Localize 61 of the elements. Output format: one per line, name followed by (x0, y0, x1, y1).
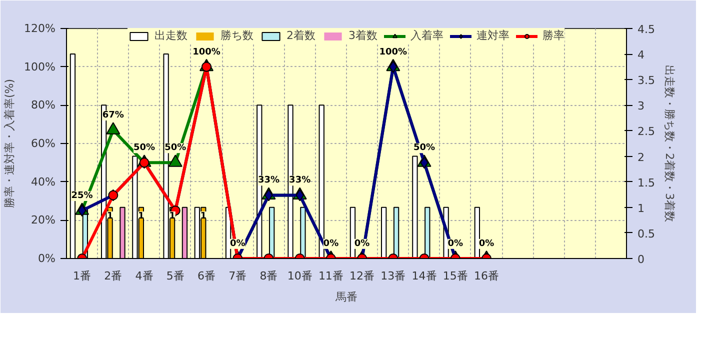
data-label: 50% (134, 143, 156, 154)
y2-tick-label: 3 (638, 100, 644, 113)
point (106, 122, 120, 134)
y-axis-title: 勝率・連対率・入着率(%) (3, 78, 16, 208)
legend-label: 連対率 (476, 28, 510, 43)
data-label: 50% (414, 143, 436, 154)
x-tick-label: 1番 (73, 270, 92, 282)
legend-label: 勝率 (542, 28, 564, 43)
x-tick-label: 12番 (350, 270, 375, 282)
y-tick-label: 60% (31, 137, 56, 150)
y2-axis-title: 出走数・勝ち数・2着数・3着数 (662, 65, 676, 222)
x-tick-label: 13番 (380, 270, 406, 282)
legend-label: 勝ち数 (220, 28, 254, 43)
data-label: 0% (478, 238, 494, 249)
data-label: 1 (106, 211, 114, 222)
legend-label: 入着率 (410, 28, 444, 43)
y-tick-label: 100% (24, 60, 56, 74)
y2-tick-label: 0.5 (638, 227, 655, 240)
y-tick-label: 40% (31, 175, 56, 188)
y-tick-label: 80% (31, 98, 56, 112)
y2-tick-label: 4.5 (638, 23, 655, 36)
data-label: 33% (258, 176, 280, 186)
data-label: 50% (164, 143, 186, 154)
x-tick-label: 16番 (474, 270, 499, 282)
x-tick-label: 15番 (442, 270, 468, 282)
y-tick-label: 0% (38, 252, 56, 265)
y-tick-label: 20% (31, 214, 56, 227)
data-label: 1 (169, 211, 176, 222)
x-tick-label: 10番 (287, 270, 312, 282)
y2-tick-label: 2 (638, 150, 644, 164)
data-label: 67% (102, 110, 124, 120)
y-tick-label: 120% (24, 22, 56, 35)
x-tick-label: 8番 (260, 270, 278, 282)
x-tick-label: 2番 (104, 270, 122, 282)
legend-label: 3着数 (348, 28, 378, 43)
x-tick-label: 6番 (198, 270, 216, 282)
point (168, 154, 182, 167)
y2-tick-label: 1.5 (638, 176, 655, 190)
x-tick-label: 4番 (135, 270, 154, 282)
data-label: 0% (323, 238, 339, 249)
data-label: 25% (71, 191, 93, 201)
data-label: 0% (230, 238, 246, 249)
x-axis-title: 馬番 (334, 290, 358, 304)
data-label: 100% (192, 47, 220, 58)
legend-label: 出走数 (154, 28, 188, 43)
data-label: 1 (200, 211, 207, 222)
y2-tick-label: 0 (638, 253, 644, 266)
data-label: 0% (448, 238, 464, 249)
data-label: 100% (379, 47, 408, 58)
x-tick-label: 11番 (318, 270, 344, 282)
x-tick-label: 14番 (412, 270, 437, 282)
data-label: 33% (289, 176, 311, 186)
y2-tick-label: 3.5 (638, 74, 655, 88)
y2-tick-label: 4 (638, 48, 644, 62)
x-tick-label: 7番 (228, 270, 247, 282)
x-tick-label: 5番 (166, 270, 184, 282)
legend-label: 2着数 (286, 28, 316, 43)
data-label: 1 (138, 211, 144, 222)
y2-tick-label: 2.5 (638, 125, 655, 138)
y2-tick-label: 1 (638, 202, 644, 215)
data-label: 0% (354, 238, 370, 249)
